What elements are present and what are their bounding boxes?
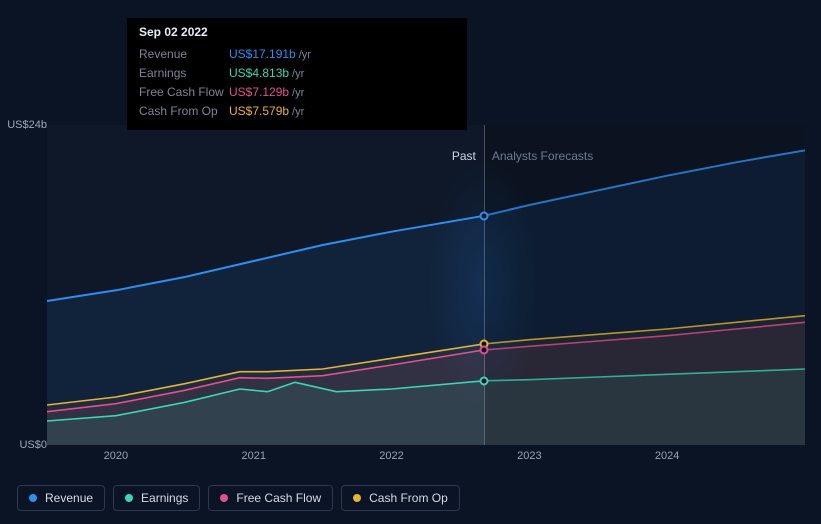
- x-axis: 2020 2021 2022 2023 2024: [47, 450, 805, 470]
- x-tick-label: 2021: [241, 450, 265, 462]
- now-divider: [484, 125, 485, 445]
- tooltip-row-label: Earnings: [139, 64, 229, 82]
- section-label-past: Past: [452, 149, 476, 163]
- x-tick-label: 2024: [655, 450, 679, 462]
- y-tick-label: US$0: [19, 439, 47, 451]
- legend-item-cash_from_op[interactable]: Cash From Op: [341, 485, 460, 511]
- legend: Revenue Earnings Free Cash Flow Cash From O…: [17, 485, 460, 511]
- x-tick-label: 2022: [379, 450, 403, 462]
- tooltip-row-value: US$17.191b: [229, 45, 296, 63]
- tooltip-row: RevenueUS$17.191b/yr: [139, 45, 455, 64]
- forecast-shade: [484, 125, 805, 445]
- y-tick-label: US$24b: [7, 119, 47, 131]
- x-tick-label: 2020: [104, 450, 128, 462]
- section-label-forecast: Analysts Forecasts: [492, 149, 593, 163]
- plot-area[interactable]: Past Analysts Forecasts: [47, 125, 805, 445]
- earnings-revenue-chart: Past Analysts Forecasts US$0US$24b: [17, 125, 805, 445]
- marker-earnings: [479, 376, 488, 385]
- legend-item-earnings[interactable]: Earnings: [113, 485, 200, 511]
- tooltip-rows: RevenueUS$17.191b/yrEarningsUS$4.813b/yr…: [139, 45, 455, 121]
- legend-dot-icon: [220, 494, 228, 502]
- tooltip-row: Cash From OpUS$7.579b/yr: [139, 102, 455, 121]
- tooltip-row-label: Revenue: [139, 45, 229, 63]
- tooltip-date: Sep 02 2022: [139, 25, 455, 39]
- legend-item-label: Cash From Op: [369, 491, 448, 505]
- tooltip-row: EarningsUS$4.813b/yr: [139, 64, 455, 83]
- tooltip-row-value: US$7.579b: [229, 102, 289, 120]
- tooltip-row-suffix: /yr: [292, 65, 304, 83]
- legend-dot-icon: [125, 494, 133, 502]
- tooltip-row-suffix: /yr: [292, 84, 304, 102]
- legend-dot-icon: [353, 494, 361, 502]
- tooltip-row-suffix: /yr: [292, 103, 304, 121]
- marker-revenue: [479, 211, 488, 220]
- legend-item-label: Revenue: [45, 491, 93, 505]
- legend-item-label: Earnings: [141, 491, 188, 505]
- marker-free_cash_flow: [479, 345, 488, 354]
- x-tick-label: 2023: [517, 450, 541, 462]
- tooltip-row-value: US$7.129b: [229, 83, 289, 101]
- tooltip: Sep 02 2022 RevenueUS$17.191b/yrEarnings…: [127, 18, 467, 130]
- legend-item-label: Free Cash Flow: [236, 491, 321, 505]
- tooltip-row-label: Free Cash Flow: [139, 83, 229, 101]
- legend-item-revenue[interactable]: Revenue: [17, 485, 105, 511]
- tooltip-row-label: Cash From Op: [139, 102, 229, 120]
- legend-dot-icon: [29, 494, 37, 502]
- tooltip-row: Free Cash FlowUS$7.129b/yr: [139, 83, 455, 102]
- tooltip-row-suffix: /yr: [299, 46, 311, 64]
- legend-item-free_cash_flow[interactable]: Free Cash Flow: [208, 485, 333, 511]
- tooltip-row-value: US$4.813b: [229, 64, 289, 82]
